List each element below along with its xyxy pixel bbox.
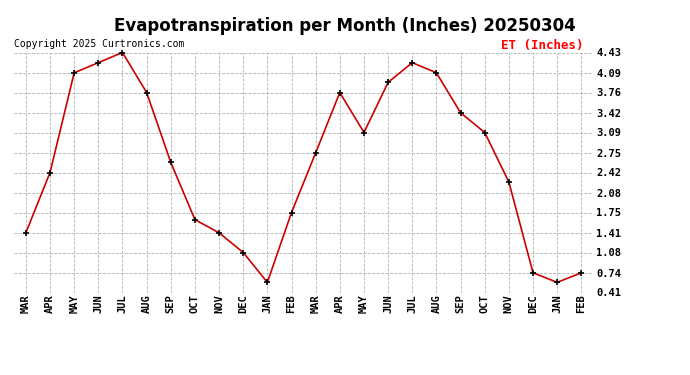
Text: Evapotranspiration per Month (Inches) 20250304: Evapotranspiration per Month (Inches) 20… xyxy=(114,17,576,35)
Text: ET (Inches): ET (Inches) xyxy=(500,39,583,53)
Text: Copyright 2025 Curtronics.com: Copyright 2025 Curtronics.com xyxy=(14,39,184,50)
